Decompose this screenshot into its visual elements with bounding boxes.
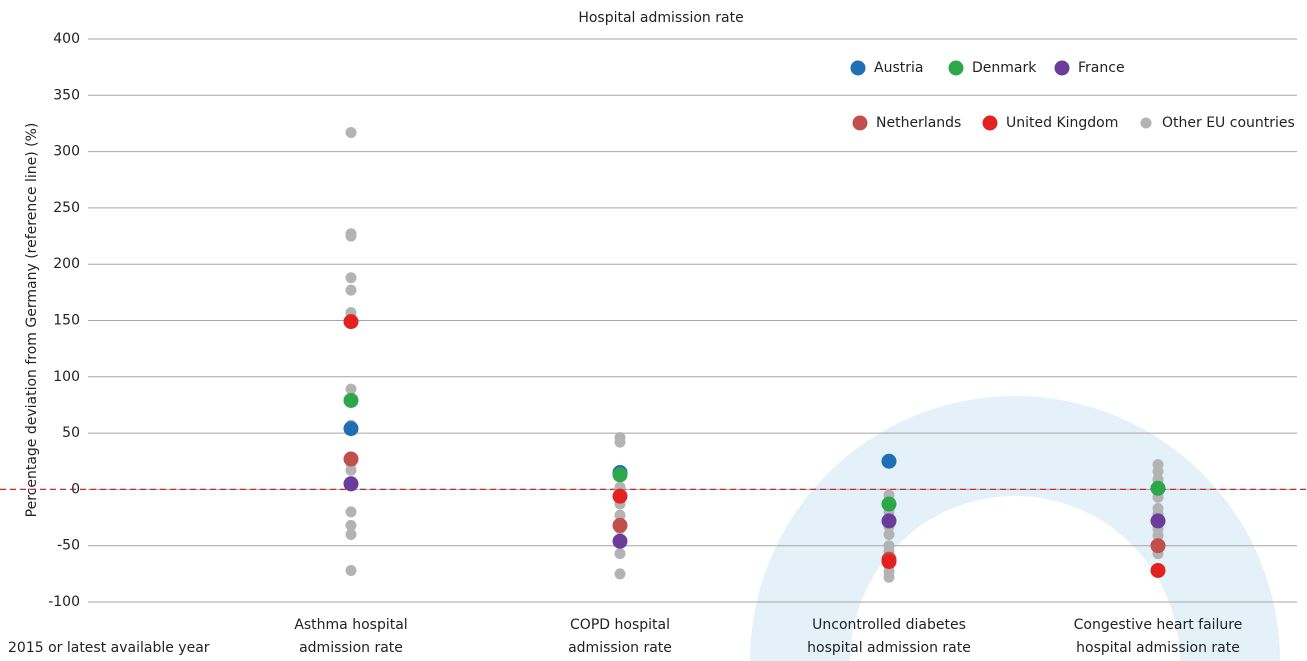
dot [345, 528, 357, 540]
x-tick-label: Uncontrolled diabetes [812, 617, 966, 633]
dot [343, 421, 359, 437]
dot [345, 383, 357, 395]
x-tick-label: hospital admission rate [807, 640, 971, 656]
y-tick-label: -50 [57, 538, 80, 554]
legend-marker [1140, 117, 1152, 129]
y-tick-label: -100 [48, 594, 80, 610]
dot [883, 528, 895, 540]
dot [345, 284, 357, 296]
dot [614, 548, 626, 560]
y-tick-label: 100 [53, 369, 80, 385]
dot [612, 467, 628, 483]
y-tick-label: 50 [62, 425, 80, 441]
dot [345, 519, 357, 531]
x-tick-label: COPD hospital [570, 617, 670, 633]
legend-label: Austria [874, 60, 923, 76]
legend-label: Other EU countries [1162, 115, 1295, 131]
dot [612, 488, 628, 504]
y-tick-label: 400 [53, 31, 80, 47]
dot [1152, 530, 1164, 542]
y-tick-label: 250 [53, 200, 80, 216]
dot [343, 451, 359, 467]
dot [1152, 465, 1164, 477]
dot [614, 436, 626, 448]
legend-marker [852, 115, 868, 131]
dot [343, 314, 359, 330]
dot [614, 509, 626, 521]
legend-marker [1054, 60, 1070, 76]
chart-title: Hospital admission rate [578, 10, 743, 26]
dot [345, 506, 357, 518]
dot [343, 392, 359, 408]
dot [612, 517, 628, 533]
note: 2015 or latest available year [8, 640, 210, 656]
y-tick-label: 150 [53, 313, 80, 329]
dot [881, 553, 897, 569]
dot [883, 571, 895, 583]
dot [612, 533, 628, 549]
dot [1150, 562, 1166, 578]
dot [1150, 480, 1166, 496]
x-tick-label: admission rate [568, 640, 672, 656]
legend-label: Denmark [972, 60, 1037, 76]
legend-marker [850, 60, 866, 76]
legend-label: France [1078, 60, 1125, 76]
y-tick-label: 300 [53, 144, 80, 160]
dot [1150, 538, 1166, 554]
dot [345, 126, 357, 138]
x-tick-label: Congestive heart failure [1074, 617, 1243, 633]
dot [345, 272, 357, 284]
legend-label: United Kingdom [1006, 115, 1118, 131]
dot [614, 568, 626, 580]
legend-marker [948, 60, 964, 76]
legend-marker [982, 115, 998, 131]
dot [345, 564, 357, 576]
x-tick-label: Asthma hospital [294, 617, 407, 633]
dot [881, 496, 897, 512]
y-axis-label: Percentage deviation from Germany (refer… [24, 123, 40, 518]
dot [881, 513, 897, 529]
x-tick-label: hospital admission rate [1076, 640, 1240, 656]
dot [345, 464, 357, 476]
dot [343, 476, 359, 492]
dot [345, 230, 357, 242]
y-tick-label: 200 [53, 256, 80, 272]
y-tick-label: 350 [53, 87, 80, 103]
x-tick-label: admission rate [299, 640, 403, 656]
legend-label: Netherlands [876, 115, 961, 131]
dot [881, 453, 897, 469]
dot [1150, 513, 1166, 529]
